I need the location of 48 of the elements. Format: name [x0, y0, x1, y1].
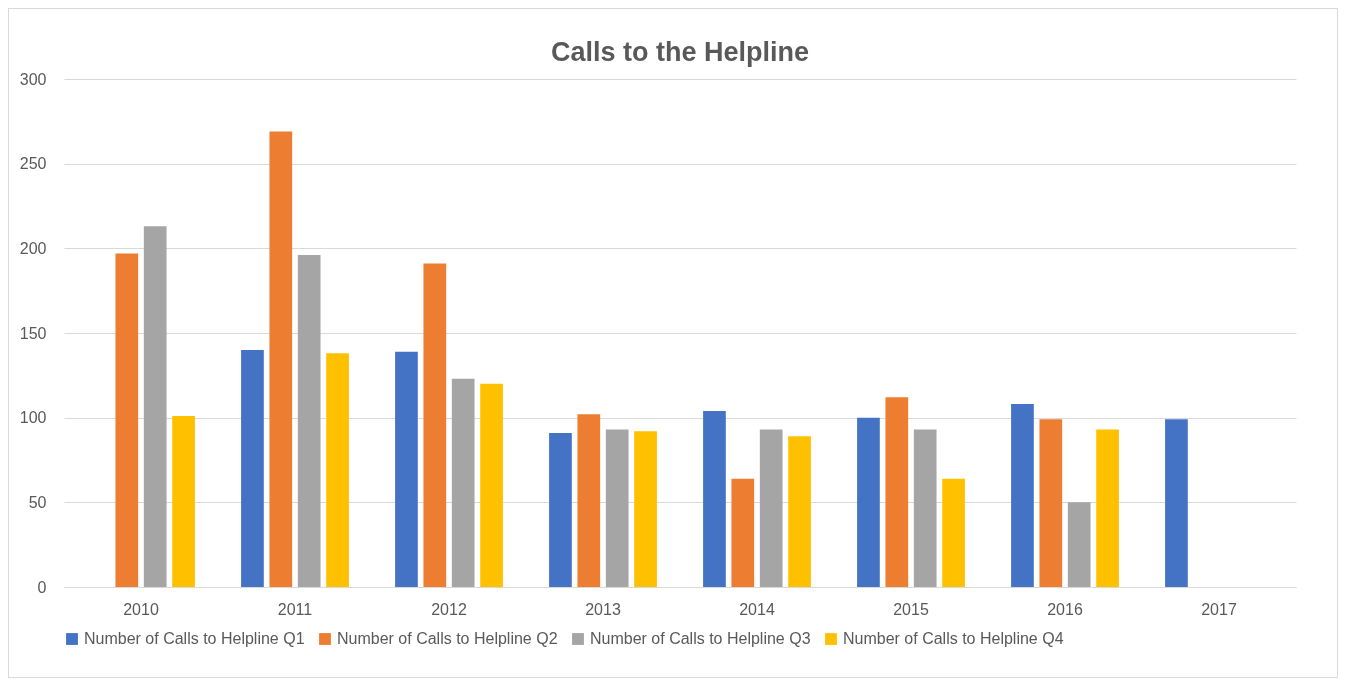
y-tick-label: 100 — [19, 409, 47, 427]
bar — [577, 414, 601, 587]
y-tick-label: 250 — [19, 155, 47, 173]
bar — [143, 226, 167, 587]
x-tick-label: 2016 — [1047, 600, 1083, 618]
bar — [1096, 429, 1119, 587]
bar — [1067, 502, 1091, 587]
bar — [703, 410, 726, 587]
legend-label: Number of Calls to Helpline Q4 — [843, 630, 1064, 647]
bar — [1011, 404, 1034, 587]
bar — [1165, 419, 1188, 587]
y-tick-label: 300 — [19, 70, 47, 88]
legend-label: Number of Calls to Helpline Q2 — [337, 630, 558, 647]
bar — [395, 351, 418, 587]
bar — [634, 431, 657, 587]
x-tick-label: 2015 — [893, 600, 929, 618]
x-tick-label: 2013 — [585, 600, 621, 618]
bar — [759, 429, 783, 587]
bar — [1039, 419, 1063, 587]
legend-label: Number of Calls to Helpline Q1 — [84, 630, 305, 647]
y-tick-label: 0 — [37, 578, 47, 596]
bar — [480, 383, 503, 587]
chart-title: Calls to the Helpline — [550, 37, 810, 67]
bar — [857, 417, 880, 587]
x-tick-label: 2010 — [123, 600, 159, 618]
bar — [885, 397, 909, 587]
x-tick-label: 2011 — [277, 600, 313, 618]
bar — [913, 429, 937, 587]
bar — [788, 436, 811, 587]
bar — [172, 415, 195, 587]
bar — [942, 478, 965, 587]
y-tick-label: 200 — [19, 239, 47, 257]
x-tick-label: 2017 — [1201, 600, 1237, 618]
bar — [326, 353, 349, 587]
bar — [115, 253, 139, 587]
legend-label: Number of Calls to Helpline Q3 — [590, 630, 811, 647]
bar — [423, 263, 447, 587]
bar — [731, 478, 755, 587]
bar — [549, 432, 572, 587]
bar — [241, 349, 264, 587]
bar — [269, 131, 293, 587]
bar — [297, 255, 321, 587]
x-tick-label: 2014 — [739, 600, 775, 618]
bar — [605, 429, 629, 587]
y-tick-label: 50 — [28, 493, 47, 511]
bar — [451, 378, 475, 587]
x-tick-label: 2012 — [431, 600, 467, 618]
y-tick-label: 150 — [19, 324, 47, 342]
